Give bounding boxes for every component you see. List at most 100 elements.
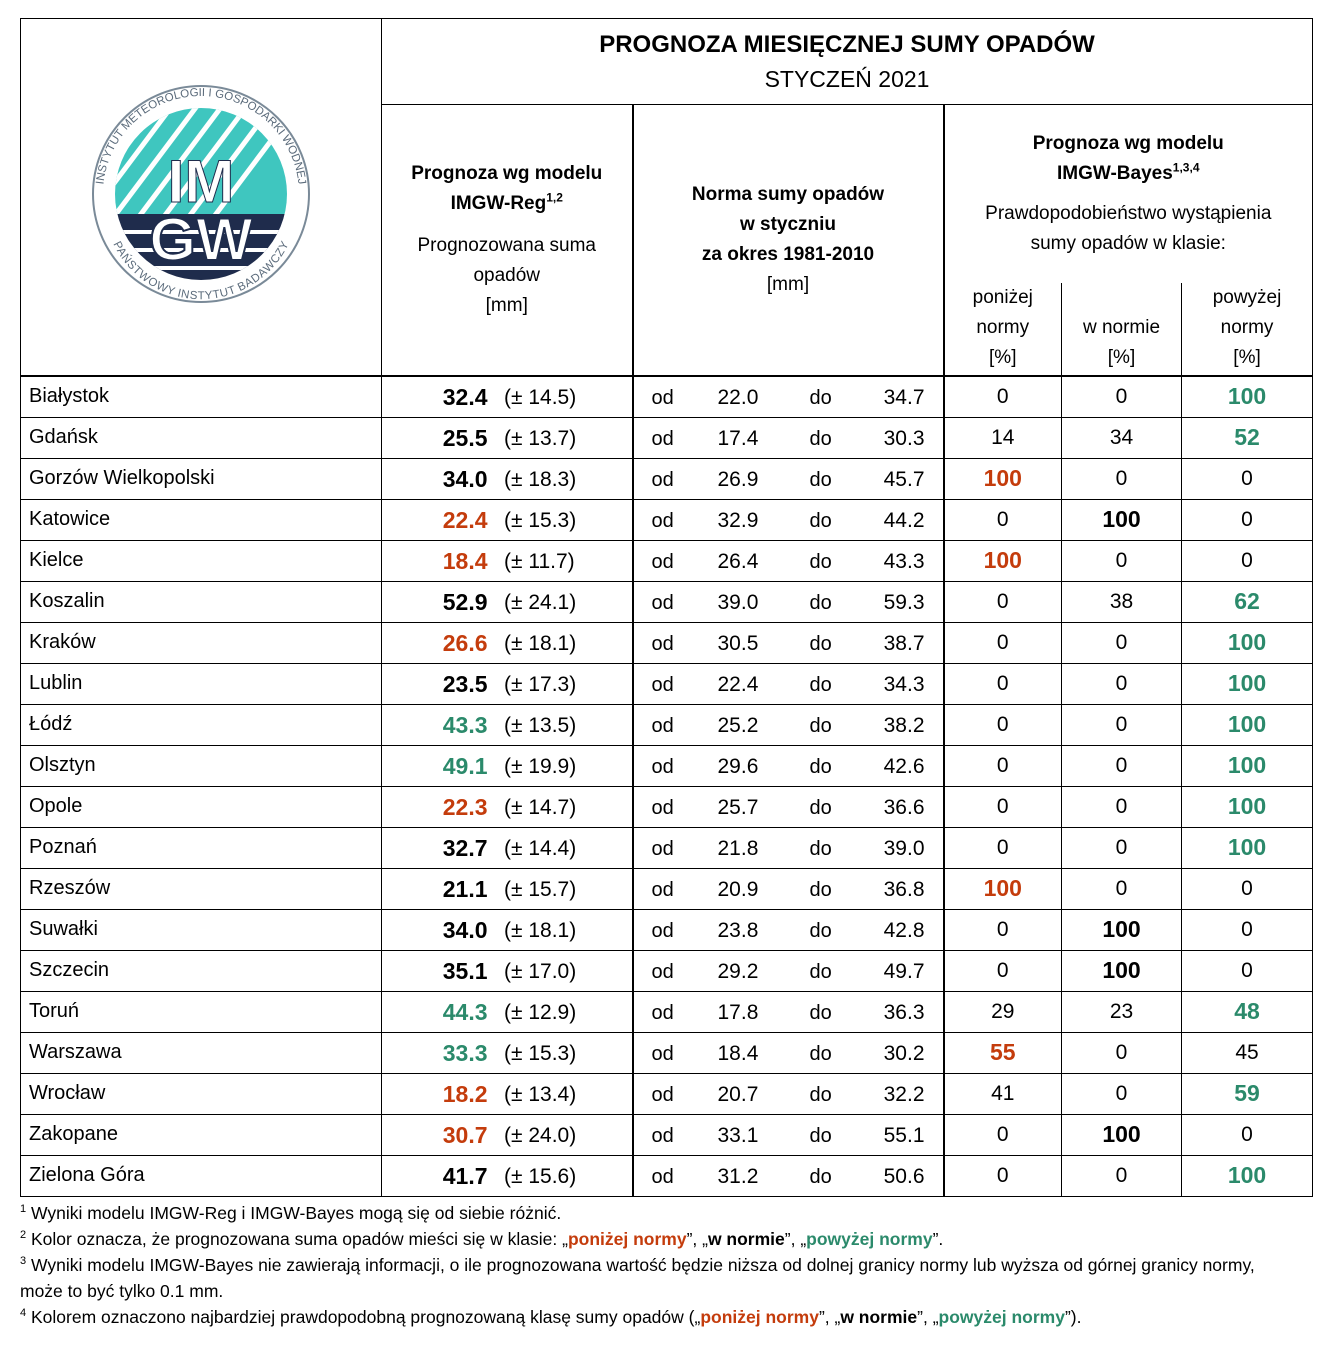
reg-cell: 32.7 (± 14.4): [381, 826, 634, 869]
reg-title2: IMGW-Reg1,2: [382, 189, 632, 219]
reg-cell: 26.6 (± 18.1): [381, 621, 634, 664]
probability: 0: [1061, 662, 1182, 705]
probability: 0: [1061, 867, 1182, 910]
norm-cell: od 21.8 do 39.0: [632, 826, 945, 869]
city: Poznań: [20, 826, 382, 869]
reg-cell: 18.4 (± 11.7): [381, 539, 634, 582]
title-row: IM GW INSTYTUT METEOROLOGII I GOSPODARKI…: [20, 18, 1314, 376]
city: Zakopane: [20, 1113, 382, 1156]
norm-cell: od 32.9 do 44.2: [632, 498, 945, 541]
probability: 14: [943, 416, 1062, 459]
norm-from-word: od: [651, 919, 674, 942]
subheader-line: normy: [1220, 316, 1274, 338]
probability: 100: [1061, 949, 1182, 992]
norm-to: 55.1: [883, 1123, 925, 1147]
norm-box: od 18.4 do 30.2: [634, 1033, 943, 1073]
norm-from-word: od: [651, 960, 674, 983]
note-below: poniżej normy: [567, 1229, 687, 1249]
subheader-line: normy: [976, 316, 1030, 338]
norm-box: od 25.2 do 38.2: [634, 705, 943, 745]
subheader-row: poniżej normy [%] w normie [%] powyżej normy [%…: [21, 282, 1314, 376]
probability: 0: [943, 744, 1062, 787]
reg-cell: 34.0 (± 18.1): [381, 908, 634, 951]
reg-value: 23.5: [442, 670, 488, 697]
note-num: 1: [20, 1203, 27, 1216]
norm-cell: od 20.9 do 36.8: [632, 867, 945, 910]
note: 4 Kolorem oznaczono najbardziej prawdopo…: [20, 1304, 1270, 1330]
table-row: Rzeszów 21.1 (± 15.7) od 20.9 do 36.8 100 0 0: [20, 867, 1314, 910]
norm-from: 22.0: [717, 385, 759, 409]
reg-cell: 32.4 (± 14.5): [381, 374, 634, 418]
norm-to-word: do: [809, 1042, 832, 1065]
city: Warszawa: [20, 1031, 382, 1074]
norm-box: od 29.6 do 42.6: [634, 746, 943, 786]
probability: 29: [943, 990, 1062, 1033]
note-text: Wyniki modelu IMGW-Bayes nie zawierają i…: [20, 1255, 1255, 1301]
norm-from: 30.5: [717, 631, 759, 655]
norm-title2: w styczniu: [739, 213, 837, 235]
reg-error: (± 15.3): [504, 508, 577, 532]
norm-to-word: do: [809, 509, 832, 532]
probability: 0: [1180, 498, 1314, 541]
norm-unit: [mm]: [766, 273, 810, 295]
reg-value: 18.4: [442, 547, 488, 574]
probability: 0: [1061, 703, 1182, 746]
probability: 100: [1180, 744, 1314, 787]
norm-from-word: od: [651, 1042, 674, 1065]
note: 2 Kolor oznacza, że prognozowana suma op…: [20, 1226, 1270, 1252]
norm-to: 38.2: [883, 713, 925, 737]
subheader-line: powyżej: [1212, 286, 1282, 308]
norm-to-word: do: [809, 796, 832, 819]
norm-from: 25.2: [717, 713, 759, 737]
norm-from-word: od: [651, 1165, 674, 1188]
reg-error: (± 14.4): [504, 836, 577, 860]
norm-box: od 33.1 do 55.1: [634, 1115, 943, 1155]
norm-from: 20.9: [717, 877, 759, 901]
norm-box: od 31.2 do 50.6: [634, 1156, 943, 1196]
norm-to-word: do: [809, 386, 832, 409]
norm-to-word: do: [809, 673, 832, 696]
norm-from-word: od: [651, 673, 674, 696]
reg-error: (± 18.1): [504, 918, 577, 942]
norm-to: 36.8: [883, 877, 925, 901]
norm-to-word: do: [809, 1083, 832, 1106]
norm-title3: za okres 1981-2010: [701, 243, 875, 265]
logo-letters-top: IM: [168, 148, 235, 215]
note-num: 4: [20, 1307, 27, 1320]
norm-cell: od 22.4 do 34.3: [632, 662, 945, 705]
norm-to-word: do: [809, 1165, 832, 1188]
probability: 100: [1180, 621, 1314, 664]
norm-to: 36.6: [883, 795, 925, 819]
norm-from: 32.9: [717, 508, 759, 532]
note-text: Wyniki modelu IMGW-Reg i IMGW-Bayes mogą…: [31, 1203, 562, 1223]
note-normal: w normie: [707, 1229, 785, 1249]
table-row: Zielona Góra 41.7 (± 15.6) od 31.2 do 50.6 0 0 10…: [20, 1154, 1314, 1197]
reg-error: (± 11.7): [504, 549, 575, 573]
probability: 0: [1061, 1031, 1182, 1074]
probability: 0: [943, 1154, 1062, 1197]
probability: 0: [1180, 1113, 1314, 1156]
norm-to-word: do: [809, 591, 832, 614]
norm-box: od 20.9 do 36.8: [634, 869, 943, 909]
note-below: poniżej normy: [700, 1307, 819, 1327]
probability: 23: [1061, 990, 1182, 1033]
city: Łódź: [20, 703, 382, 746]
probability: 0: [943, 703, 1062, 746]
norm-to-word: do: [809, 550, 832, 573]
reg-box: 22.4 (± 15.3): [382, 500, 632, 540]
logo-letters-bottom: GW: [149, 206, 253, 273]
city: Opole: [20, 785, 382, 828]
bayes-title2-text: IMGW-Bayes: [1057, 162, 1173, 184]
norm-from: 20.7: [717, 1082, 759, 1106]
probability: 0: [1061, 744, 1182, 787]
norm-to-word: do: [809, 878, 832, 901]
norm-to: 30.3: [883, 426, 925, 450]
norm-from-word: od: [651, 386, 674, 409]
norm-cell: od 23.8 do 42.8: [632, 908, 945, 951]
subheader-line: w normie: [1082, 316, 1161, 338]
probability: 0: [943, 1113, 1062, 1156]
reg-cell: 18.2 (± 13.4): [381, 1072, 634, 1115]
bayes-desc1: Prawdopodobieństwo wystąpienia: [985, 202, 1272, 224]
probability: 100: [1061, 498, 1182, 541]
